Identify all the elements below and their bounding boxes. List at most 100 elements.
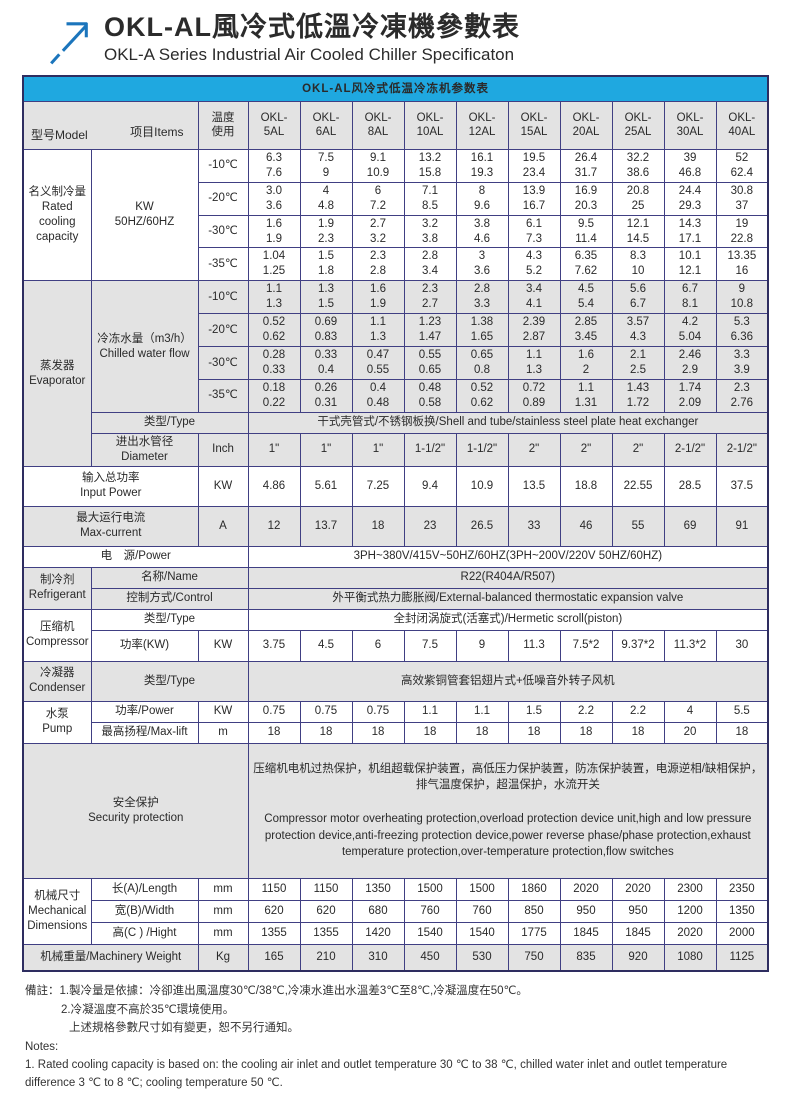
table-row: 蒸发器 Evaporator 冷冻水量（m3/h） Chilled water … (22, 280, 769, 467)
value-cell: 16.9 20.3 (559, 181, 613, 216)
value-cell: 33 (507, 505, 561, 547)
value-cell: 1.6 1.9 (351, 280, 405, 315)
value-cell: 0.69 0.83 (299, 313, 353, 348)
section-label-pump: 水泵 Pump (22, 700, 92, 744)
value-cell: 6.3 7.6 (247, 148, 301, 183)
value-cell: 6.35 7.62 (559, 247, 613, 282)
security-text-cell: 压缩机电机过热保护，机组超载保护装置，高低压力保护装置，防冻保护装置，电源逆相/… (247, 742, 769, 879)
table-row: -35℃ 1.04 1.25 1.5 1.8 2.3 2.8 2.8 3.4 3 3.6… (23, 247, 769, 282)
value-cell: 1.43 1.72 (611, 378, 665, 413)
value-cell: 1.38 1.65 (455, 313, 509, 348)
value-cell: 4.86 (247, 465, 301, 507)
value-cell: 16.1 19.3 (455, 148, 509, 183)
table-row: 名义制冷量 Rated cooling capacity KW 50HZ/60H… (22, 148, 769, 282)
value-cell: 1.74 2.09 (663, 378, 717, 413)
value-cell: 1500 (455, 877, 509, 901)
value-cell: 1350 (351, 877, 405, 901)
column-header-row: 型号Model 项目Items 温度 使用 OKL- 5AL OKL- 6AL OK… (22, 101, 769, 150)
value-cell: 7.5 9 (299, 148, 353, 183)
value-cell: 530 (455, 943, 509, 972)
value-cell: 1.6 2 (559, 346, 613, 380)
weight-label: 机械重量/Machinery Weight (22, 943, 199, 972)
value-cell: 13.5 (507, 465, 561, 507)
pump-lift-unit: m (197, 721, 249, 744)
value-cell: 37.5 (715, 465, 769, 507)
value-cell: 1355 (299, 921, 353, 945)
value-cell: 30.8 37 (715, 181, 769, 216)
value-cell: 7.1 8.5 (403, 181, 457, 216)
notes-title-en: Notes: (25, 1040, 59, 1053)
value-cell: 18 (611, 721, 665, 744)
value-cell: 2" (611, 432, 665, 467)
value-cell: 20.8 25 (611, 181, 665, 216)
temp-cell: -35℃ (197, 378, 249, 413)
value-cell: 3.4 4.1 (507, 280, 561, 315)
pump-power-label: 功率/Power (90, 700, 199, 723)
value-cell: 2020 (663, 921, 717, 945)
value-cell: 0.47 0.55 (351, 346, 405, 380)
value-cell: 5.61 (299, 465, 353, 507)
value-cell: 5.5 (715, 700, 769, 723)
table-row: -20℃ 3.0 3.6 4 4.8 6 7.2 7.1 8.5 8 9.6 13.9 1… (23, 181, 769, 216)
page-title: OKL-AL風冷式低溫冷凍機參數表 (104, 12, 520, 42)
table-row: 进出水管径 Diameter Inch 1" 1" 1" 1-1/2" 1-1/2" 2"… (23, 432, 769, 467)
value-cell: 13.7 (299, 505, 353, 547)
value-cell: 1.1 1.3 (247, 280, 301, 315)
value-cell: 1080 (663, 943, 717, 972)
power-supply-label: 电 源/Power (22, 545, 249, 568)
value-cell: 2.8 3.3 (455, 280, 509, 315)
model-header-cell: OKL- 12AL (455, 101, 509, 150)
value-cell: 1" (247, 432, 301, 467)
table-row: 控制方式/Control 外平衡式热力膨胀阀/External-balanced… (23, 587, 769, 610)
value-cell: 46 (559, 505, 613, 547)
model-header-cell: OKL- 25AL (611, 101, 665, 150)
value-cell: 7.25 (351, 465, 405, 507)
value-cell: 1.3 1.5 (299, 280, 353, 315)
value-cell: 0.75 (299, 700, 353, 723)
refrigerant-control-label: 控制方式/Control (90, 587, 249, 610)
compressor-power-unit: KW (197, 629, 249, 662)
value-cell: 18.8 (559, 465, 613, 507)
value-cell: 1350 (715, 899, 769, 923)
value-cell: 3 3.6 (455, 247, 509, 282)
temp-cell: -30℃ (197, 214, 249, 249)
value-cell: 1355 (247, 921, 301, 945)
value-cell: 3.75 (247, 629, 301, 662)
value-cell: 69 (663, 505, 717, 547)
value-cell: 2.3 2.8 (351, 247, 405, 282)
table-row: 最高扬程/Max-lift m 18 18 18 18 18 18 18 18 20 18 (23, 721, 769, 744)
value-cell: 1775 (507, 921, 561, 945)
note-zh-1: 備註：1.製冷量是依據：冷卻進出風溫度30℃/38℃,冷凍水進出水溫差3℃至8℃… (25, 985, 528, 998)
table-row: 压缩机 Compressor 类型/Type 全封闭涡旋式(活塞式)/Herme… (22, 608, 769, 662)
value-cell: 760 (455, 899, 509, 923)
section-label-compressor: 压缩机 Compressor (22, 608, 92, 662)
value-cell: 1.6 1.9 (247, 214, 301, 249)
value-cell: 1150 (247, 877, 301, 901)
value-cell: 2350 (715, 877, 769, 901)
evap-type-value: 干式壳管式/不锈钢板换/Shell and tube/stainless ste… (247, 411, 769, 434)
value-cell: 1.1 (455, 700, 509, 723)
model-header-cell: OKL- 40AL (715, 101, 769, 150)
value-cell: 9.1 10.9 (351, 148, 405, 183)
value-cell: 19 22.8 (715, 214, 769, 249)
value-cell: 0.52 0.62 (247, 313, 301, 348)
value-cell: 18 (403, 721, 457, 744)
value-cell: 4 (663, 700, 717, 723)
value-cell: 310 (351, 943, 405, 972)
value-cell: 32.2 38.6 (611, 148, 665, 183)
value-cell: 0.4 0.48 (351, 378, 405, 413)
value-cell: 1150 (299, 877, 353, 901)
value-cell: 165 (247, 943, 301, 972)
table-row: 最大运行电流 Max-current A 12 13.7 18 23 26.5 33 46 5… (22, 505, 769, 547)
model-header-cell: OKL- 20AL (559, 101, 613, 150)
dim-height-label: 高(C ) /Hight (90, 921, 199, 945)
value-cell: 4 4.8 (299, 181, 353, 216)
value-cell: 760 (403, 899, 457, 923)
value-cell: 6 (351, 629, 405, 662)
table-row: 制冷剂 Refrigerant 名称/Name R22(R404A/R507) (22, 566, 769, 610)
value-cell: 2.8 3.4 (403, 247, 457, 282)
compressor-type-value: 全封闭涡旋式(活塞式)/Hermetic scroll(piston) (247, 608, 769, 631)
value-cell: 2.7 3.2 (351, 214, 405, 249)
value-cell: 12.1 14.5 (611, 214, 665, 249)
value-cell: 2.39 2.87 (507, 313, 561, 348)
